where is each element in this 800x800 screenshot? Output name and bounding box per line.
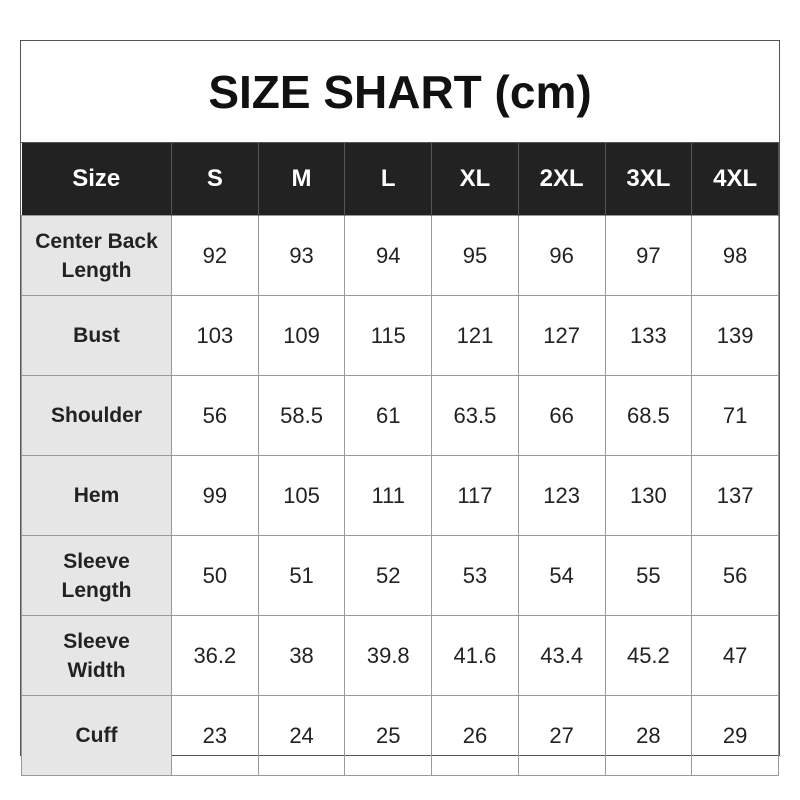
row-label: Center Back Length xyxy=(21,215,172,296)
table-cell: 133 xyxy=(604,295,693,376)
table-cell: 52 xyxy=(344,535,433,616)
row-label: Cuff xyxy=(21,695,172,776)
column-header: 2XL xyxy=(518,143,606,216)
table-row: Center Back Length 92 93 94 95 96 97 98 xyxy=(21,215,779,296)
table-cell: 27 xyxy=(517,695,606,776)
table-cell: 97 xyxy=(604,215,693,296)
table-cell: 99 xyxy=(171,455,259,536)
table-cell: 47 xyxy=(691,615,779,696)
table-cell: 25 xyxy=(344,695,433,776)
table-row: Bust 103 109 115 121 127 133 139 xyxy=(21,295,779,376)
row-label-line: Shoulder xyxy=(50,404,142,427)
table-cell: 61 xyxy=(344,375,433,456)
row-label: Sleeve Length xyxy=(21,535,172,616)
row-label-line: Center Back xyxy=(35,229,158,253)
chart-title: SIZE SHART (cm) xyxy=(21,41,779,143)
table-cell: 36.2 xyxy=(171,615,259,696)
table-cell: 96 xyxy=(517,215,606,296)
column-header: Size xyxy=(21,143,172,216)
table-cell: 38 xyxy=(257,615,346,696)
table-cell: 56 xyxy=(171,375,259,456)
table-cell: 23 xyxy=(171,695,259,776)
table-cell: 68.5 xyxy=(604,375,693,456)
table-cell: 94 xyxy=(344,215,433,296)
table-cell: 123 xyxy=(517,455,606,536)
row-label: Sleeve Width xyxy=(21,615,172,696)
table-cell: 39.8 xyxy=(344,615,433,696)
table-cell: 115 xyxy=(344,295,433,376)
table-row: Sleeve Width 36.2 38 39.8 41.6 43.4 45.2 47 xyxy=(21,615,779,696)
column-header: M xyxy=(258,143,346,216)
table-cell: 56 xyxy=(691,535,779,616)
column-header: 3XL xyxy=(605,143,693,216)
row-label-line: Sleeve xyxy=(63,629,130,653)
table-cell: 117 xyxy=(431,455,519,536)
column-header: 4XL xyxy=(691,143,779,216)
table-cell: 26 xyxy=(431,695,519,776)
table-cell: 66 xyxy=(517,375,606,456)
table-cell: 45.2 xyxy=(604,615,693,696)
column-header: L xyxy=(344,143,433,216)
table-cell: 71 xyxy=(691,375,779,456)
table-cell: 43.4 xyxy=(517,615,606,696)
table-cell: 41.6 xyxy=(431,615,519,696)
table-cell: 121 xyxy=(431,295,519,376)
table-cell: 28 xyxy=(604,695,693,776)
table-cell: 53 xyxy=(431,535,519,616)
table-cell: 95 xyxy=(431,215,519,296)
size-table: Size S M L XL 2XL 3XL 4XL Center Back Length 92 93… xyxy=(21,143,779,776)
table-cell: 98 xyxy=(691,215,779,296)
table-cell: 137 xyxy=(691,455,779,536)
table-cell: 63.5 xyxy=(431,375,519,456)
row-label-line: Width xyxy=(67,658,126,682)
table-cell: 50 xyxy=(171,535,259,616)
table-cell: 29 xyxy=(691,695,779,776)
table-cell: 127 xyxy=(517,295,606,376)
column-header: XL xyxy=(431,143,519,216)
row-label: Hem xyxy=(21,455,172,536)
row-label-line: Hem xyxy=(73,484,120,507)
column-header: S xyxy=(171,143,259,216)
table-cell: 111 xyxy=(344,455,433,536)
table-cell: 55 xyxy=(604,535,693,616)
row-label: Bust xyxy=(21,295,172,376)
size-chart: SIZE SHART (cm) Size S M L XL 2XL 3XL 4XL Cente… xyxy=(20,40,780,776)
table-cell: 103 xyxy=(171,295,259,376)
header-row: Size S M L XL 2XL 3XL 4XL xyxy=(21,143,779,216)
row-label-line: Sleeve xyxy=(63,549,130,573)
table-cell: 24 xyxy=(257,695,346,776)
row-label-line: Bust xyxy=(73,324,120,347)
table-cell: 109 xyxy=(257,295,346,376)
row-label: Shoulder xyxy=(21,375,172,456)
row-label-line: Length xyxy=(61,578,132,602)
row-label-line: Cuff xyxy=(75,724,118,747)
table-cell: 54 xyxy=(517,535,606,616)
table-row: Sleeve Length 50 51 52 53 54 55 56 xyxy=(21,535,779,616)
table-cell: 139 xyxy=(691,295,779,376)
table-cell: 92 xyxy=(171,215,259,296)
table-cell: 58.5 xyxy=(257,375,346,456)
table-row: Cuff 23 24 25 26 27 28 29 xyxy=(21,695,779,776)
table-cell: 93 xyxy=(257,215,346,296)
table-cell: 105 xyxy=(257,455,346,536)
table-cell: 51 xyxy=(257,535,346,616)
table-row: Hem 99 105 111 117 123 130 137 xyxy=(21,455,779,536)
row-label-line: Length xyxy=(61,258,132,282)
table-cell: 130 xyxy=(604,455,693,536)
table-row: Shoulder 56 58.5 61 63.5 66 68.5 71 xyxy=(21,375,779,456)
